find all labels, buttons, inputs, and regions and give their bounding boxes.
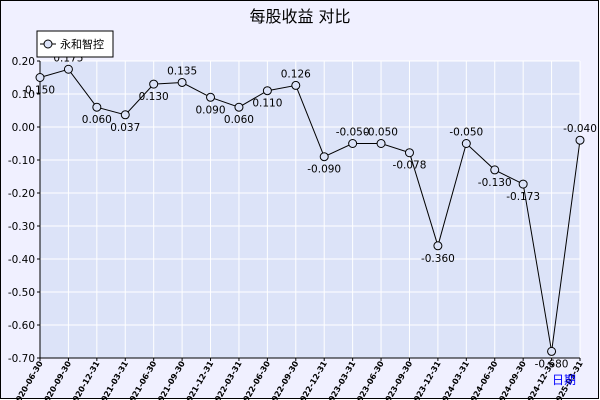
data-label-0-8: 0.110 (252, 98, 282, 110)
y-tick-label-8: -0.60 (8, 320, 35, 332)
data-point-0-11 (348, 139, 358, 148)
data-point-0-13 (404, 148, 414, 158)
data-point-0-1 (63, 64, 73, 74)
data-point-0-15 (461, 139, 471, 148)
series-line-0 (39, 68, 581, 352)
data-point-0-9 (291, 80, 301, 90)
data-point-0-19 (575, 135, 585, 145)
data-label-0-7: 0.060 (224, 114, 254, 126)
data-label-0-19: -0.040 (563, 123, 597, 135)
data-label-0-5: 0.135 (167, 65, 197, 77)
data-label-0-18: -0.680 (535, 358, 569, 370)
data-label-0-15: -0.050 (449, 127, 483, 139)
y-tick-label-5: -0.30 (8, 221, 35, 233)
data-label-0-4: 0.130 (139, 91, 169, 103)
data-point-0-2 (92, 102, 102, 112)
data-point-0-10 (319, 152, 329, 162)
data-label-0-6: 0.090 (195, 104, 225, 116)
series-layer: 0.1500.1750.0600.0370.1300.1350.0900.060… (25, 52, 597, 370)
legend-entry-label: 永和智控 (60, 37, 104, 51)
data-label-0-12: -0.050 (364, 127, 398, 139)
data-point-0-18 (547, 346, 557, 356)
data-point-0-8 (262, 86, 272, 96)
y-axis: 0.20 0.10 0.00 -0.10 -0.20 -0.30 -0.40 -0.50 -0.… (8, 56, 41, 365)
data-label-0-3: 0.037 (110, 122, 140, 134)
plot-area (40, 61, 580, 358)
data-point-0-0 (35, 73, 45, 82)
data-point-0-17 (518, 179, 528, 189)
data-point-0-3 (120, 110, 130, 120)
y-tick-label-3: -0.10 (8, 155, 35, 167)
y-tick-label-0: 0.20 (12, 56, 35, 68)
y-tick-label-4: -0.20 (8, 188, 35, 200)
chart-title: 每股收益 对比 (249, 7, 350, 26)
y-tick-label-6: -0.40 (8, 254, 35, 266)
y-tick-label-9: -0.70 (8, 353, 35, 365)
data-label-0-14: -0.360 (421, 253, 455, 265)
legend[interactable]: 永和智控 (36, 30, 114, 58)
data-point-0-14 (433, 241, 443, 251)
data-label-0-13: -0.078 (393, 160, 427, 172)
data-label-0-11: -0.050 (336, 127, 370, 139)
data-point-0-16 (490, 165, 500, 175)
data-point-0-7 (234, 102, 244, 112)
data-point-0-5 (177, 77, 187, 87)
data-point-0-6 (206, 92, 216, 102)
y-tick-label-7: -0.50 (8, 287, 35, 299)
y-tick-label-1: 0.10 (12, 89, 35, 101)
data-label-0-2: 0.060 (82, 114, 112, 126)
data-label-0-9: 0.126 (281, 68, 311, 80)
data-label-0-10: -0.090 (307, 164, 341, 176)
data-point-0-12 (376, 139, 386, 148)
data-label-0-17: -0.173 (506, 191, 540, 203)
x-axis-title: 日期 (552, 373, 576, 387)
data-label-0-16: -0.130 (478, 177, 512, 189)
legend-marker-icon (43, 39, 53, 49)
data-label-0-0: 0.150 (25, 85, 55, 97)
y-tick-label-2: 0.00 (12, 122, 35, 134)
data-point-0-4 (149, 79, 159, 89)
